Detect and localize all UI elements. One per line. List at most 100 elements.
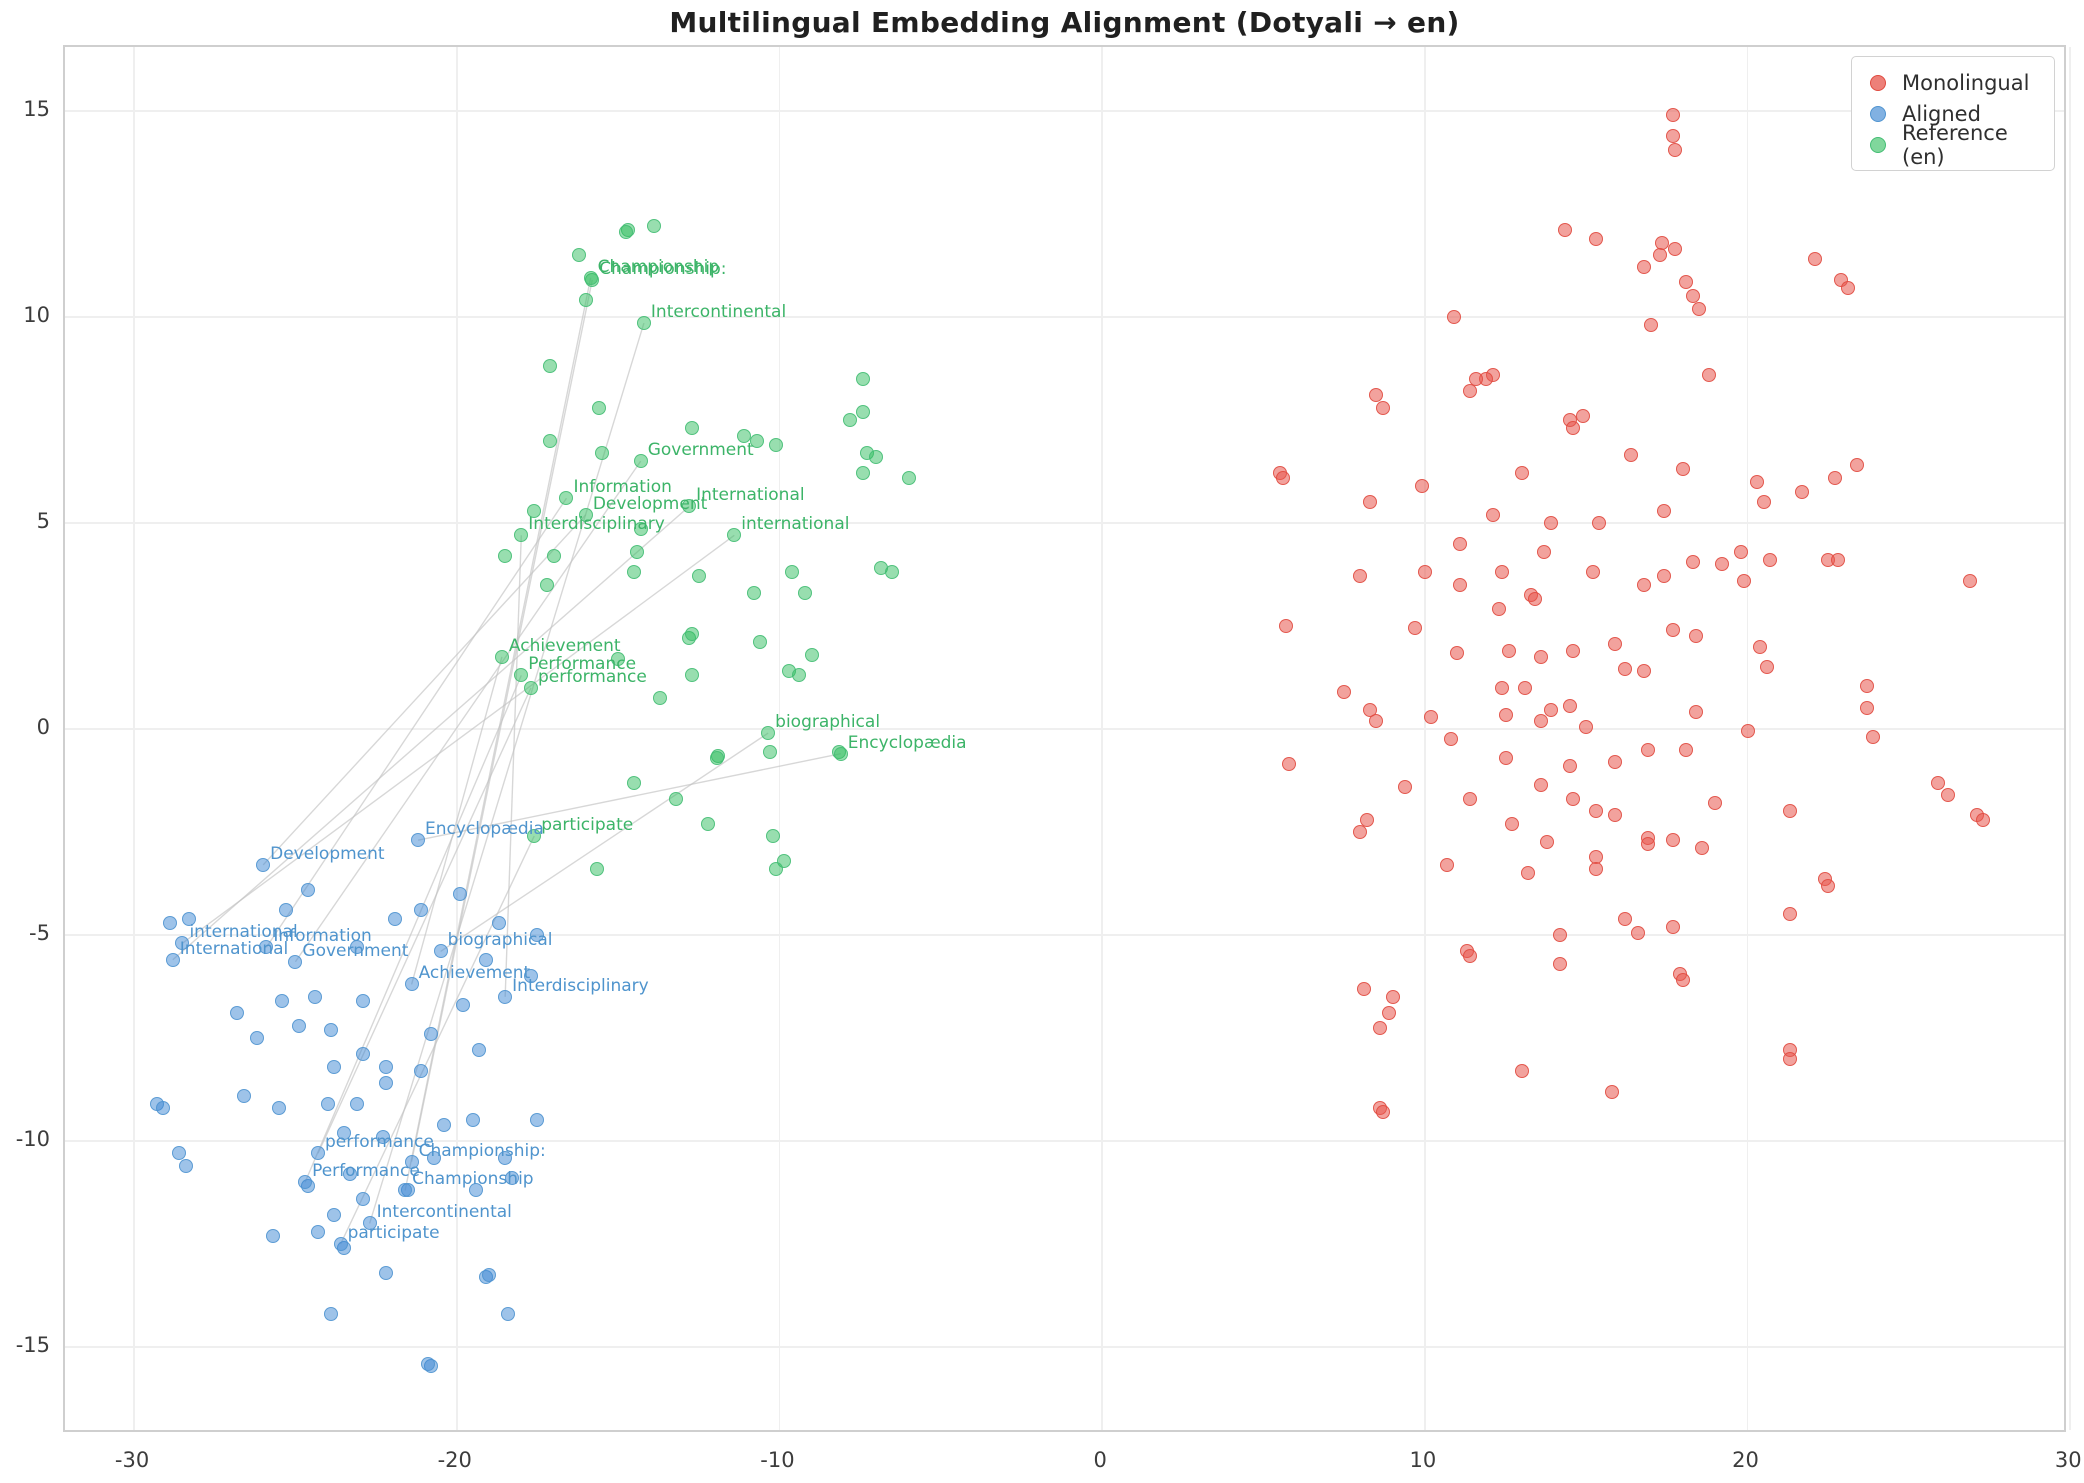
x-tick-label: 0	[1093, 1448, 1107, 1472]
data-point-monolingual	[1759, 660, 1774, 675]
data-point-monolingual	[1537, 544, 1552, 559]
data-point-monolingual	[1501, 643, 1516, 658]
x-tick-label: -10	[760, 1448, 795, 1472]
alignment-line	[410, 279, 593, 1162]
data-point-monolingual	[1588, 231, 1603, 246]
data-point-monolingual	[1656, 503, 1671, 518]
data-point-monolingual	[1375, 1105, 1390, 1120]
data-point-aligned	[472, 1043, 487, 1058]
chart-title: Multilingual Embedding Alignment (Dotyal…	[669, 6, 1460, 39]
data-point-monolingual	[1685, 555, 1700, 570]
word-annotation: Information	[273, 926, 372, 947]
data-point-aligned	[172, 1146, 187, 1161]
data-point-aligned	[465, 1113, 480, 1128]
data-point-monolingual	[1637, 260, 1652, 275]
data-point-reference	[885, 565, 900, 580]
data-point-monolingual	[1450, 645, 1465, 660]
word-annotation: Achievement	[418, 963, 531, 984]
data-point-monolingual	[1408, 621, 1423, 635]
data-point-reference	[856, 404, 871, 419]
data-point-monolingual	[1588, 862, 1603, 877]
word-annotation: performance	[537, 666, 647, 687]
data-point-reference	[594, 445, 609, 460]
data-point-reference	[653, 691, 668, 706]
data-point-monolingual	[1640, 837, 1655, 852]
data-point-aligned	[181, 911, 196, 926]
data-point-reference	[753, 635, 768, 650]
data-point-monolingual	[1372, 1020, 1387, 1035]
data-point-reference	[633, 522, 648, 537]
data-point-monolingual	[1498, 750, 1513, 765]
word-annotation: Government	[647, 440, 754, 461]
data-point-monolingual	[1692, 301, 1707, 316]
gridline-y--5	[65, 934, 2064, 936]
data-point-monolingual	[1579, 719, 1594, 734]
data-point-aligned	[378, 1059, 393, 1074]
data-point-monolingual	[1734, 544, 1749, 559]
data-point-monolingual	[1830, 553, 1845, 568]
legend-label: Monolingual	[1902, 70, 2030, 95]
data-point-monolingual	[1485, 507, 1500, 522]
word-annotation: Championship:	[418, 1140, 546, 1161]
data-point-reference-labeled	[636, 316, 651, 331]
data-point-monolingual	[1763, 553, 1778, 568]
data-point-monolingual	[1782, 804, 1797, 819]
data-point-monolingual	[1463, 384, 1478, 399]
data-point-monolingual	[1630, 925, 1645, 940]
data-point-reference	[669, 792, 684, 806]
data-point-monolingual	[1976, 812, 1991, 827]
data-point-monolingual	[1643, 318, 1658, 333]
word-annotation: International	[696, 485, 805, 506]
data-point-monolingual	[1640, 742, 1655, 757]
x-tick-label: 30	[2054, 1448, 2082, 1472]
data-point-aligned	[323, 1022, 338, 1037]
data-point-monolingual	[1275, 470, 1290, 485]
data-point-monolingual	[1443, 732, 1458, 747]
data-point-aligned	[504, 1171, 519, 1186]
legend-label: Reference (en)	[1902, 120, 2008, 169]
data-point-monolingual	[1608, 808, 1623, 823]
data-point-monolingual	[1553, 956, 1568, 971]
y-tick-label: -5	[29, 920, 50, 945]
data-point-aligned	[414, 903, 429, 918]
data-point-reference	[856, 466, 871, 481]
data-point-monolingual	[1666, 919, 1681, 934]
data-point-aligned	[456, 998, 471, 1013]
data-point-monolingual	[1440, 857, 1455, 872]
data-point-reference	[769, 437, 784, 452]
data-point-aligned	[336, 1125, 351, 1140]
data-point-aligned	[423, 1026, 438, 1041]
data-point-monolingual	[1398, 779, 1413, 794]
alignment-line	[440, 732, 769, 953]
data-point-monolingual	[1617, 662, 1632, 677]
data-point-monolingual	[1688, 705, 1703, 720]
data-point-monolingual	[1667, 241, 1682, 256]
legend-item-aligned: Aligned	[1864, 98, 2040, 129]
reference-marker-icon	[1870, 136, 1886, 153]
data-point-aligned	[236, 1088, 251, 1103]
data-point-aligned	[278, 903, 293, 918]
data-point-monolingual	[1382, 1006, 1397, 1021]
data-point-reference	[701, 816, 716, 831]
word-annotation: Championship:	[599, 258, 727, 279]
data-point-aligned	[349, 940, 364, 955]
data-point-reference	[749, 433, 764, 448]
alignment-line	[265, 497, 568, 948]
data-point-monolingual	[1362, 495, 1377, 510]
data-point-aligned	[156, 1101, 171, 1116]
data-point-aligned	[378, 1265, 393, 1280]
data-point-monolingual	[1740, 724, 1755, 739]
data-point-aligned	[349, 1096, 364, 1111]
data-point-monolingual	[1585, 565, 1600, 580]
data-point-monolingual	[1656, 569, 1671, 584]
data-point-aligned	[301, 882, 316, 897]
data-point-monolingual	[1282, 756, 1297, 771]
plot-area: Development Development Encyclopædia Encycl…	[63, 45, 2072, 1432]
data-point-reference	[766, 829, 780, 844]
data-point-aligned-labeled	[310, 1146, 325, 1161]
data-point-monolingual	[1463, 792, 1478, 806]
alignment-line	[404, 277, 592, 1191]
data-point-aligned-labeled	[256, 857, 271, 872]
alignment-line	[172, 505, 690, 961]
data-point-aligned	[265, 1228, 280, 1243]
